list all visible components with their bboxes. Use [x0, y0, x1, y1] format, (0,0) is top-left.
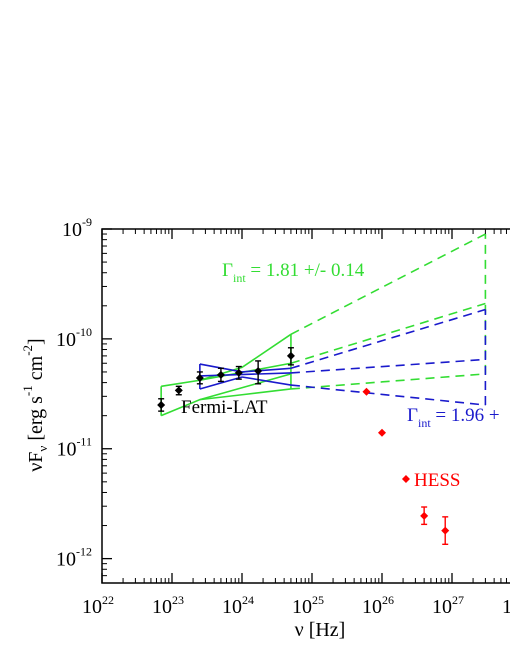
x-tick-label: 1023 — [152, 593, 184, 618]
x-tick-label: 1024 — [222, 593, 254, 618]
labels-layer: 1022 1023 1024 1025 1026 1027 1028 10-12 10-11 10… — [56, 215, 510, 618]
blue-bowtie-line — [199, 376, 243, 390]
fermi-lat-point — [195, 374, 204, 383]
y-tick-label: 10-11 — [56, 435, 92, 461]
bowtie-green-label: Γint = 1.81 +/- 0.14 — [222, 260, 365, 285]
fermi-lat-point — [157, 401, 166, 410]
blue-bowtie-line — [241, 367, 291, 373]
bowtie-layer — [160, 233, 487, 417]
y-axis-label: νFν [erg s-1 cm-2] — [20, 338, 50, 471]
hess-point — [362, 387, 371, 396]
fermi-lat-point — [234, 368, 243, 377]
green-extrapolation — [290, 302, 486, 365]
plot-frame — [101, 228, 510, 584]
x-axis-label: ν [Hz] — [295, 619, 346, 641]
x-tick-label: 1028 — [502, 593, 510, 618]
blue-extrapolation — [290, 358, 486, 374]
blue-extrapolation — [290, 308, 486, 370]
green-bowtie-inner — [199, 373, 292, 401]
blue-bowtie-line — [199, 372, 291, 377]
y-tick-label: 10-10 — [56, 325, 92, 351]
x-tick-label: 1027 — [432, 593, 464, 618]
green-extrapolation — [290, 373, 486, 390]
green-bowtie-upper — [161, 333, 292, 388]
y-tick-label: 10-12 — [56, 545, 92, 571]
fermi-lat-point — [286, 351, 295, 360]
blue-bowtie-line — [241, 376, 292, 386]
hess-annotation: HESS — [414, 470, 460, 491]
bowtie-blue-label: Γint = 1.96 + — [407, 405, 500, 430]
hess-point — [441, 526, 450, 535]
y-tick-label: 10-9 — [62, 215, 92, 241]
hess-point — [420, 511, 429, 520]
x-tick-label: 1025 — [292, 593, 324, 618]
points-layer — [157, 347, 450, 546]
x-tick-label: 1022 — [82, 593, 114, 618]
ticks-layer — [101, 228, 507, 584]
green-extrapolation — [290, 233, 486, 336]
x-tick-label: 1026 — [362, 593, 394, 618]
fermi-lat-point — [254, 367, 263, 376]
hess-point — [401, 475, 410, 484]
fermi-lat-annotation: Fermi-LAT — [181, 397, 268, 418]
hess-point — [378, 428, 386, 437]
fermi-lat-point — [216, 370, 225, 379]
fermi-lat-point — [174, 386, 183, 395]
blue-extrapolation — [290, 384, 486, 406]
green-bowtie-lower — [160, 388, 292, 417]
